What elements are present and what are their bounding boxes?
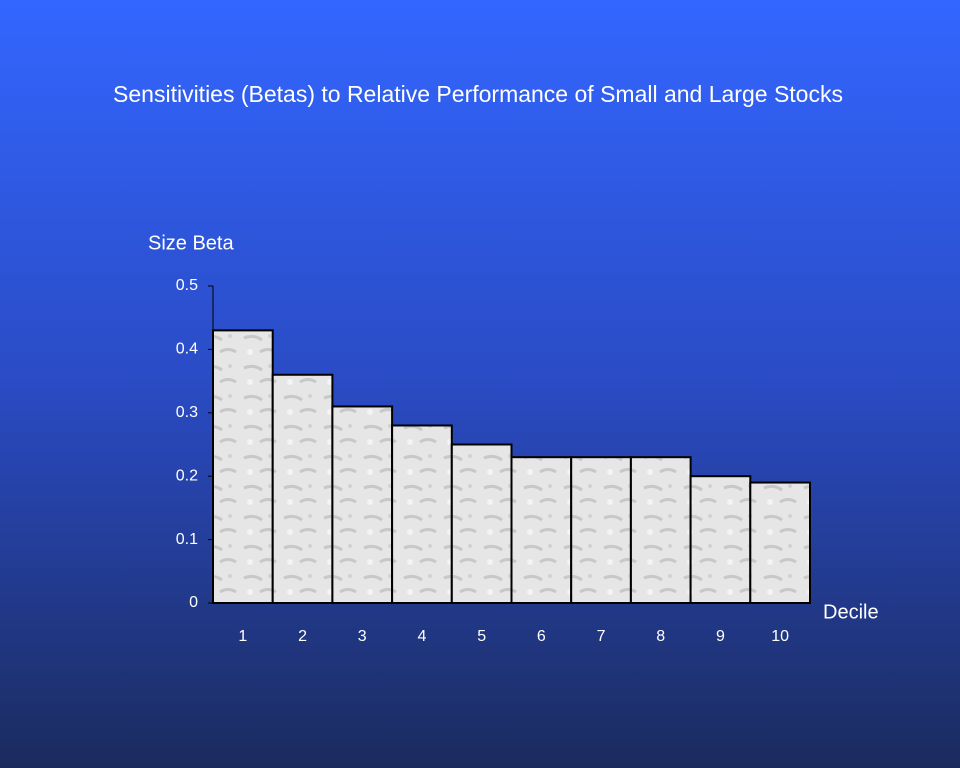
bar: [510, 456, 573, 604]
x-tick-label: 7: [597, 628, 606, 645]
y-tick-label: 0.5: [176, 277, 198, 294]
y-tick-label: 0: [189, 594, 198, 611]
x-tick-label: 4: [417, 628, 426, 645]
bar: [391, 424, 453, 605]
x-axis-label: Decile: [823, 601, 879, 623]
y-axis-label: Size Beta: [148, 232, 234, 254]
x-tick-label: 2: [298, 628, 307, 645]
x-tick-label: 1: [238, 628, 247, 645]
x-tick-label: 9: [716, 628, 725, 645]
bar: [629, 456, 692, 604]
x-tick-label: 8: [656, 628, 665, 645]
x-tick-label: 5: [477, 628, 486, 645]
x-tick-label: 3: [358, 628, 367, 645]
bar: [271, 373, 334, 605]
x-tick-label: 10: [771, 628, 789, 645]
y-tick-label: 0.2: [176, 467, 198, 484]
bar: [570, 456, 632, 604]
y-tick-label: 0.3: [176, 404, 198, 421]
bar: [331, 405, 394, 604]
x-tick-label: 6: [537, 628, 546, 645]
bar: [450, 443, 513, 604]
y-tick-label: 0.4: [176, 341, 198, 358]
bar: [749, 481, 811, 605]
bar: [689, 475, 752, 605]
chart-title: Sensitivities (Betas) to Relative Perfor…: [113, 81, 843, 107]
bar: [212, 329, 274, 604]
y-tick-label: 0.1: [176, 531, 198, 548]
